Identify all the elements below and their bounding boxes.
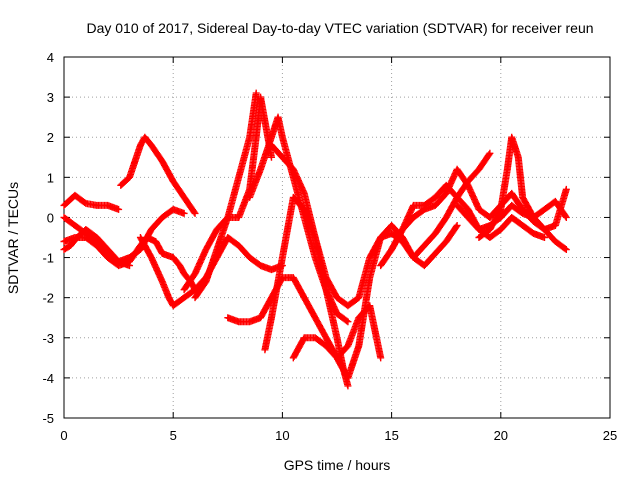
data-point [485, 151, 493, 159]
y-tick-label: -5 [42, 411, 54, 426]
series-10 [246, 113, 352, 326]
data-point [115, 205, 123, 213]
data-point [343, 317, 351, 325]
data-point [126, 262, 134, 270]
data-point [561, 245, 569, 253]
x-axis-label: GPS time / hours [284, 457, 391, 473]
series-1 [60, 191, 123, 213]
x-tick-label: 5 [170, 428, 177, 443]
data-point [486, 149, 494, 157]
chart-title: Day 010 of 2017, Sidereal Day-to-day VTE… [86, 20, 593, 36]
x-tick-label: 10 [275, 428, 289, 443]
series-16 [388, 149, 494, 254]
y-tick-label: 4 [47, 50, 54, 65]
y-tick-label: 1 [47, 170, 54, 185]
data-point [540, 234, 548, 241]
plot-frame [63, 56, 611, 419]
x-tick-label: 0 [60, 428, 67, 443]
y-axis-label: SDTVAR / TECUs [5, 182, 21, 294]
y-tick-label: -1 [42, 251, 54, 266]
data-point [267, 153, 275, 161]
data-point [344, 382, 352, 390]
data-point [190, 208, 198, 216]
data-point [191, 209, 199, 217]
data-point [452, 223, 460, 231]
series-15 [377, 165, 494, 270]
y-tick-label: -4 [42, 371, 54, 386]
series-5 [117, 133, 199, 217]
series-20 [486, 185, 570, 233]
x-tick-label: 15 [384, 428, 398, 443]
series-14 [333, 221, 461, 382]
data-point [561, 212, 569, 220]
series-8 [191, 89, 260, 302]
data-point [252, 89, 260, 97]
data-point [562, 246, 570, 254]
data-point [344, 318, 352, 326]
y-tick-label: 2 [47, 130, 54, 145]
data-point [562, 213, 570, 221]
y-tick-label: -2 [42, 291, 54, 306]
series-4 [60, 225, 134, 270]
x-tick-label: 20 [494, 428, 508, 443]
x-tick-label: 25 [603, 428, 617, 443]
y-tick-label: -3 [42, 331, 54, 346]
data-point [180, 209, 188, 217]
data-point [453, 221, 461, 229]
series-12 [261, 193, 352, 390]
data-point [377, 354, 385, 362]
y-tick-label: 0 [47, 210, 54, 225]
data-point [562, 185, 570, 193]
y-tick-label: 3 [47, 90, 54, 105]
data-marks [60, 89, 570, 390]
